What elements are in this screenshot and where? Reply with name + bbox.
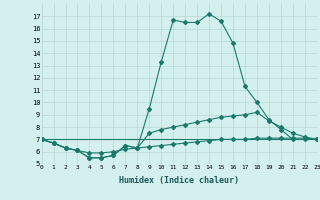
X-axis label: Humidex (Indice chaleur): Humidex (Indice chaleur) xyxy=(119,176,239,185)
